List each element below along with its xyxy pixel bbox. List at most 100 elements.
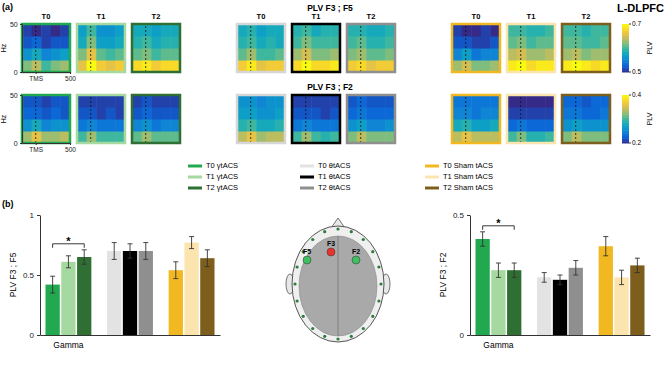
heatmap-cell	[330, 24, 340, 37]
heatmap-cell	[87, 119, 97, 132]
bar	[630, 265, 644, 335]
heatmap-cell	[292, 131, 302, 143]
heatmap-cell	[481, 48, 491, 61]
error-bar-stem	[482, 232, 483, 246]
heatmap-cell	[591, 36, 601, 49]
heatmap-cell	[591, 24, 601, 37]
heatmap-cell	[600, 131, 610, 143]
heatmap-cells	[347, 24, 395, 72]
heatmap-cell	[266, 95, 276, 108]
heatmap-cell	[77, 95, 87, 108]
tick-label: 0	[14, 140, 18, 147]
heatmap-cell	[536, 60, 546, 72]
heatmap-cell	[60, 95, 70, 108]
error-bar-cap	[619, 284, 624, 285]
heatmap-cell	[96, 107, 106, 120]
colorbar: 0.20.4PLV	[622, 91, 653, 146]
bar	[537, 277, 551, 335]
map-frame	[132, 95, 180, 143]
heatmap-cell	[357, 119, 367, 132]
heatmap-cell	[292, 95, 302, 108]
axis: TMS500	[23, 143, 77, 153]
heatmap-cell	[311, 119, 321, 132]
heatmap-cell	[96, 60, 106, 72]
heatmap-cell	[60, 36, 70, 49]
heatmap-cell	[517, 60, 527, 72]
heatmap-cell	[161, 95, 171, 108]
electrode-label: F5	[303, 248, 311, 255]
legend-swatch	[425, 165, 439, 168]
heatmap-cell	[517, 119, 527, 132]
heatmap-cell	[302, 95, 312, 108]
heatmap-cells	[347, 95, 395, 143]
heatmap-cell	[366, 36, 376, 49]
heatmap-cell	[517, 36, 527, 49]
heatmap-cell	[87, 131, 97, 143]
error-bar-cap	[635, 258, 640, 259]
colorbar-tick-label: 0.7	[632, 20, 641, 27]
heatmap-cell	[321, 119, 331, 132]
map-label: T0	[42, 12, 51, 21]
heatmap-cell	[471, 131, 481, 143]
colorbar-tick	[629, 24, 631, 25]
heatmap-cell	[481, 119, 491, 132]
bar	[169, 270, 183, 335]
heatmap-cell	[115, 24, 125, 37]
heatmap-cell	[77, 119, 87, 132]
map-frame	[507, 95, 555, 143]
axis-title: Hz	[0, 43, 7, 52]
legend-swatch	[188, 165, 202, 168]
map-frame	[562, 24, 610, 72]
heatmap-cell	[452, 131, 462, 143]
axis-line	[471, 335, 651, 336]
heatmap-cell	[330, 48, 340, 61]
heatmap-cell	[526, 131, 536, 143]
heatmap-cell	[41, 48, 51, 61]
error-bar-cap	[173, 278, 178, 279]
heatmap-cell	[572, 36, 582, 49]
heatmap-cell	[106, 60, 116, 72]
heatmap-cell	[106, 131, 116, 143]
heatmap-cell	[385, 24, 395, 37]
heatmap-cell	[376, 48, 386, 61]
heatmap-cell	[275, 60, 285, 72]
heatmap-cell	[292, 107, 302, 120]
heatmap-cell	[321, 36, 331, 49]
tick-label: 0	[30, 331, 35, 340]
heatmap-cell	[376, 36, 386, 49]
heatmap-cells	[132, 24, 180, 72]
heatmap-cell	[600, 24, 610, 37]
heatmap-cell	[32, 107, 42, 120]
colorbar-tick-label: 0.5	[632, 68, 641, 75]
heatmap-cell	[471, 119, 481, 132]
heatmap-cell	[275, 24, 285, 37]
heatmap-cell	[452, 107, 462, 120]
error-bar	[112, 243, 117, 260]
heatmap-cell	[41, 107, 51, 120]
tick-label: 500	[65, 75, 76, 82]
map-label: T1	[97, 12, 106, 21]
heatmap-cell	[32, 60, 42, 72]
heatmap-cell	[507, 36, 517, 49]
head-electrode-dot	[323, 230, 326, 233]
heatmap-cell	[321, 131, 331, 143]
heatmap-cell	[526, 60, 536, 72]
tms-marker	[520, 95, 521, 143]
heatmap-cell	[581, 131, 591, 143]
map-frame	[292, 95, 340, 143]
panel-label: (a)	[2, 2, 13, 12]
error-bar-cap	[558, 275, 563, 276]
heatmap-cell	[302, 36, 312, 49]
heatmap-cell	[330, 107, 340, 120]
error-bar-stem	[84, 250, 85, 264]
axis: 050	[10, 92, 23, 147]
error-bar	[573, 261, 578, 275]
colorbar-tick	[629, 95, 631, 96]
error-bar-stem	[544, 273, 545, 283]
heatmap-cell	[266, 48, 276, 61]
heatmap-cell	[452, 24, 462, 37]
heatmap-cell	[347, 95, 357, 108]
heatmap-cell	[161, 24, 171, 37]
figure-title: L-DLPFC	[617, 2, 664, 14]
head-electrode-dot	[379, 282, 382, 285]
